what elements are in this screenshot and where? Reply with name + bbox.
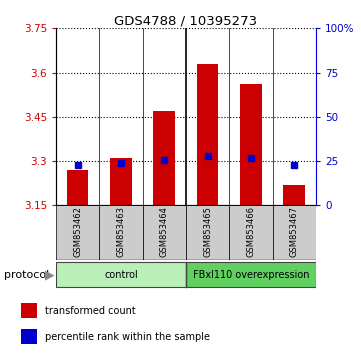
Text: ▶: ▶ [45, 268, 55, 281]
Text: GSM853467: GSM853467 [290, 206, 299, 257]
Bar [67, 170, 88, 205]
Bar [273, 205, 316, 260]
Text: FBxl110 overexpression: FBxl110 overexpression [193, 270, 309, 280]
Bar [153, 111, 175, 205]
Text: GSM853462: GSM853462 [73, 206, 82, 257]
Bar [56, 262, 186, 287]
Text: protocol: protocol [4, 270, 49, 280]
Text: transformed count: transformed count [45, 306, 136, 316]
Text: GSM853466: GSM853466 [247, 206, 255, 257]
Bar [186, 262, 316, 287]
Bar [110, 158, 132, 205]
Bar [143, 205, 186, 260]
Bar [21, 329, 37, 344]
Bar [283, 185, 305, 205]
Text: control: control [104, 270, 138, 280]
Text: GSM853463: GSM853463 [117, 206, 125, 257]
Text: percentile rank within the sample: percentile rank within the sample [45, 332, 210, 342]
Text: GSM853464: GSM853464 [160, 206, 169, 257]
Bar [99, 205, 143, 260]
Bar [229, 205, 273, 260]
Bar [56, 205, 99, 260]
Bar [186, 205, 229, 260]
Bar [240, 84, 262, 205]
Title: GDS4788 / 10395273: GDS4788 / 10395273 [114, 14, 257, 27]
Text: GSM853465: GSM853465 [203, 206, 212, 257]
Bar [21, 303, 37, 318]
Bar [197, 64, 218, 205]
